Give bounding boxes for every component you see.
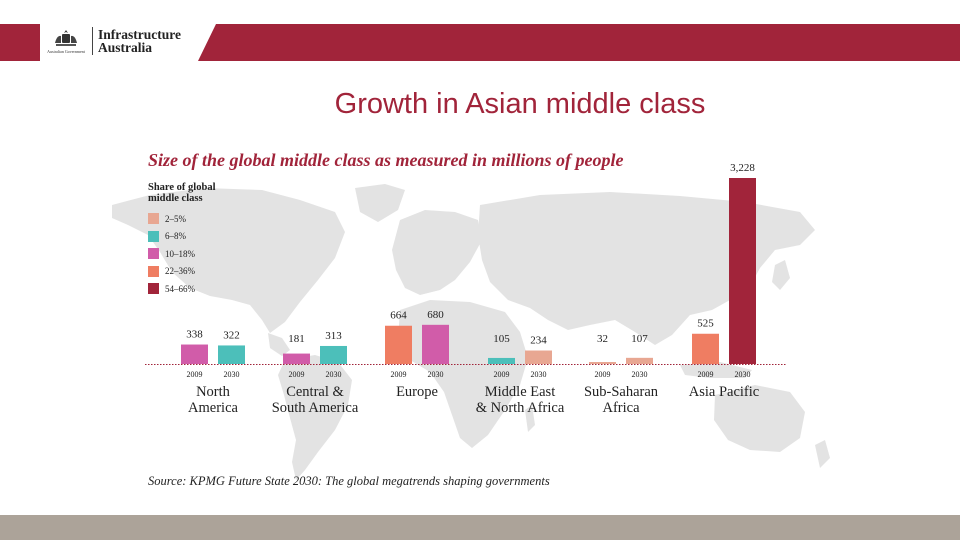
legend-title: Share of global middle class bbox=[148, 182, 238, 204]
legend-swatch bbox=[148, 230, 159, 242]
region-label: Central & bbox=[286, 384, 344, 400]
legend-label: 22–36% bbox=[165, 266, 195, 277]
data-label: 105 bbox=[493, 333, 510, 345]
region-label: Asia Pacific bbox=[689, 384, 759, 400]
data-label: 181 bbox=[288, 333, 305, 345]
year-tick-label: 2030 bbox=[224, 370, 240, 379]
legend-swatch bbox=[148, 265, 159, 277]
data-label: 32 bbox=[597, 333, 608, 345]
bar-2009 bbox=[283, 353, 310, 364]
chart-legend: Share of global middle class 2–5% 6–8% 1… bbox=[148, 182, 238, 298]
legend-swatch bbox=[148, 283, 159, 295]
bar-2009 bbox=[488, 357, 515, 364]
legend-label: 6–8% bbox=[165, 231, 186, 242]
legend-label: 2–5% bbox=[165, 213, 186, 224]
org-name: Infrastructure Australia bbox=[98, 27, 181, 55]
region-label: Europe bbox=[396, 384, 438, 400]
legend-item: 22–36% bbox=[148, 263, 238, 281]
year-tick-label: 2009 bbox=[187, 370, 203, 379]
chart-title: Size of the global middle class as measu… bbox=[148, 150, 624, 170]
region-label: North bbox=[196, 384, 231, 400]
data-label: 680 bbox=[427, 309, 444, 321]
legend-item: 6–8% bbox=[148, 228, 238, 246]
region-label: America bbox=[188, 400, 238, 416]
region-label: Africa bbox=[602, 400, 640, 416]
legend-item: 10–18% bbox=[148, 245, 238, 263]
bar-2009 bbox=[181, 344, 208, 364]
gov-caption: Australian Government bbox=[47, 48, 85, 54]
legend-item: 54–66% bbox=[148, 280, 238, 298]
legend-title-line1: Share of global bbox=[148, 182, 216, 193]
data-label: 322 bbox=[223, 329, 240, 341]
legend-swatch bbox=[148, 213, 159, 225]
footer-bar bbox=[0, 515, 960, 540]
bar-2030 bbox=[218, 345, 245, 364]
data-label: 338 bbox=[186, 329, 203, 341]
legend-label: 54–66% bbox=[165, 283, 195, 294]
header-white-panel bbox=[40, 24, 216, 61]
bar-2030 bbox=[626, 357, 653, 364]
bar-2030 bbox=[729, 178, 756, 364]
coat-of-arms-icon: Australian Government bbox=[44, 26, 88, 56]
bar-2030 bbox=[422, 324, 449, 364]
legend-item: 2–5% bbox=[148, 210, 238, 228]
logo-divider bbox=[92, 27, 93, 55]
bar-2009 bbox=[589, 362, 616, 364]
slide-title: Growth in Asian middle class bbox=[334, 88, 706, 120]
year-tick-label: 2009 bbox=[391, 370, 407, 379]
legend-swatch bbox=[148, 248, 159, 260]
data-label: 525 bbox=[697, 318, 714, 330]
region-label: Middle East bbox=[485, 384, 555, 400]
year-tick-label: 2030 bbox=[428, 370, 444, 379]
data-label: 107 bbox=[631, 333, 648, 345]
legend-label: 10–18% bbox=[165, 248, 195, 259]
year-tick-label: 2009 bbox=[494, 370, 510, 379]
year-tick-label: 2009 bbox=[595, 370, 611, 379]
org-name-line2: Australia bbox=[98, 40, 152, 55]
year-tick-label: 2030 bbox=[735, 370, 751, 379]
region-label: South America bbox=[272, 400, 359, 416]
data-label: 234 bbox=[530, 335, 547, 347]
region-label: Sub-Saharan bbox=[584, 384, 659, 400]
year-tick-label: 2030 bbox=[531, 370, 547, 379]
bar-2009 bbox=[692, 333, 719, 364]
year-tick-label: 2030 bbox=[326, 370, 342, 379]
region-label: & North Africa bbox=[476, 400, 565, 416]
bar-2009 bbox=[385, 325, 412, 364]
year-tick-label: 2009 bbox=[289, 370, 305, 379]
data-label: 3,228 bbox=[730, 162, 755, 174]
bar-2030 bbox=[320, 345, 347, 364]
year-tick-label: 2030 bbox=[632, 370, 648, 379]
infrastructure-australia-logo: Australian Government Infrastructure Aus… bbox=[44, 26, 181, 56]
source-note: Source: KPMG Future State 2030: The glob… bbox=[148, 474, 550, 488]
legend-title-line2: middle class bbox=[148, 193, 203, 204]
year-tick-label: 2009 bbox=[698, 370, 714, 379]
bar-2030 bbox=[525, 350, 552, 364]
org-name-line1: Infrastructure bbox=[98, 27, 181, 42]
data-label: 313 bbox=[325, 330, 342, 342]
data-label: 664 bbox=[390, 310, 407, 322]
